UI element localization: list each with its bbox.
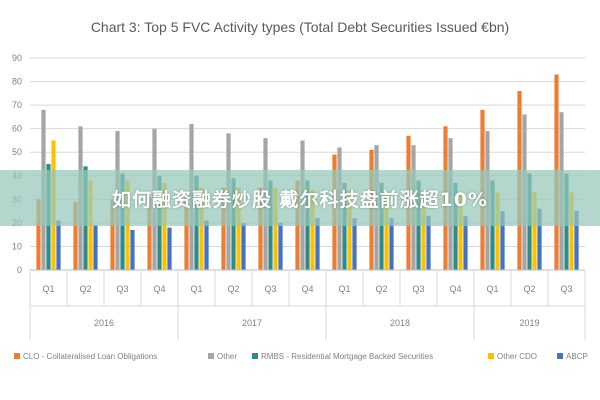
bar (500, 211, 505, 270)
bar (278, 222, 283, 270)
bar (421, 192, 426, 270)
x-tick-label: Q1 (338, 284, 350, 294)
y-tick-label: 50 (12, 147, 22, 157)
legend-label: ABCP (566, 352, 588, 361)
x-tick-label: Q1 (486, 284, 498, 294)
x-tick-label: Q3 (264, 284, 276, 294)
legend: CLO - Collateralised Loan Obligations Oth… (14, 352, 588, 361)
bar (495, 192, 500, 270)
bar (162, 182, 167, 270)
legend-swatch (488, 353, 494, 359)
legend-label: Other CDO (497, 352, 537, 361)
bar (273, 187, 278, 270)
bar (569, 192, 574, 270)
bar (73, 201, 78, 270)
legend-swatch (557, 353, 563, 359)
legend-label: RMBS - Residential Mortgage Backed Secur… (261, 352, 433, 361)
bar (130, 229, 135, 270)
y-tick-label: 0 (17, 265, 22, 275)
banner-text: 如何融资融券炒股 戴尔科技盘前涨超10% (111, 188, 489, 211)
year-label: 2018 (390, 318, 410, 328)
bar (184, 194, 189, 270)
bar (310, 189, 315, 270)
x-tick-label: Q4 (301, 284, 313, 294)
x-tick-label: Q4 (449, 284, 461, 294)
chart-title: Chart 3: Top 5 FVC Activity types (Total… (91, 19, 509, 35)
bar (537, 208, 542, 270)
bar (574, 211, 579, 270)
bar (379, 182, 384, 270)
bar (236, 187, 241, 270)
bar (384, 192, 389, 270)
overlay-banner: 如何融资融券炒股 戴尔科技盘前涨超10% (0, 170, 600, 226)
x-tick-label: Q1 (190, 284, 202, 294)
year-label: 2016 (94, 318, 114, 328)
y-tick-label: 10 (12, 241, 22, 251)
bar (56, 220, 61, 270)
x-tick-label: Q2 (375, 284, 387, 294)
x-tick-label: Q4 (153, 284, 165, 294)
x-tick-label: Q2 (227, 284, 239, 294)
x-tick-label: Q3 (412, 284, 424, 294)
legend-swatch (252, 353, 258, 359)
y-tick-label: 70 (12, 100, 22, 110)
x-tick-label: Q2 (79, 284, 91, 294)
bar (36, 199, 41, 270)
bar (147, 196, 152, 270)
bar (453, 182, 458, 270)
x-tick-label: Q2 (523, 284, 535, 294)
bar (93, 225, 98, 270)
bar (241, 222, 246, 270)
x-tick-label: Q1 (42, 284, 54, 294)
bar (347, 189, 352, 270)
bar (110, 199, 115, 270)
bar (352, 218, 357, 270)
legend-swatch (14, 353, 20, 359)
y-tick-label: 80 (12, 77, 22, 87)
bar (167, 227, 172, 270)
legend-label: CLO - Collateralised Loan Obligations (23, 352, 157, 361)
x-tick-label: Q3 (116, 284, 128, 294)
x-tick-label: Q3 (560, 284, 572, 294)
bar (532, 192, 537, 270)
bar (389, 218, 394, 270)
year-label: 2017 (242, 318, 262, 328)
bar (258, 187, 263, 270)
bar (458, 192, 463, 270)
bar (204, 220, 209, 270)
y-tick-label: 90 (12, 53, 22, 63)
y-tick-label: 60 (12, 124, 22, 134)
bar (199, 187, 204, 270)
bar (463, 215, 468, 270)
legend-swatch (208, 353, 214, 359)
bar (221, 187, 226, 270)
legend-label: Other (217, 352, 237, 361)
year-label: 2019 (519, 318, 539, 328)
bar (315, 218, 320, 270)
bar (342, 182, 347, 270)
bar (426, 215, 431, 270)
